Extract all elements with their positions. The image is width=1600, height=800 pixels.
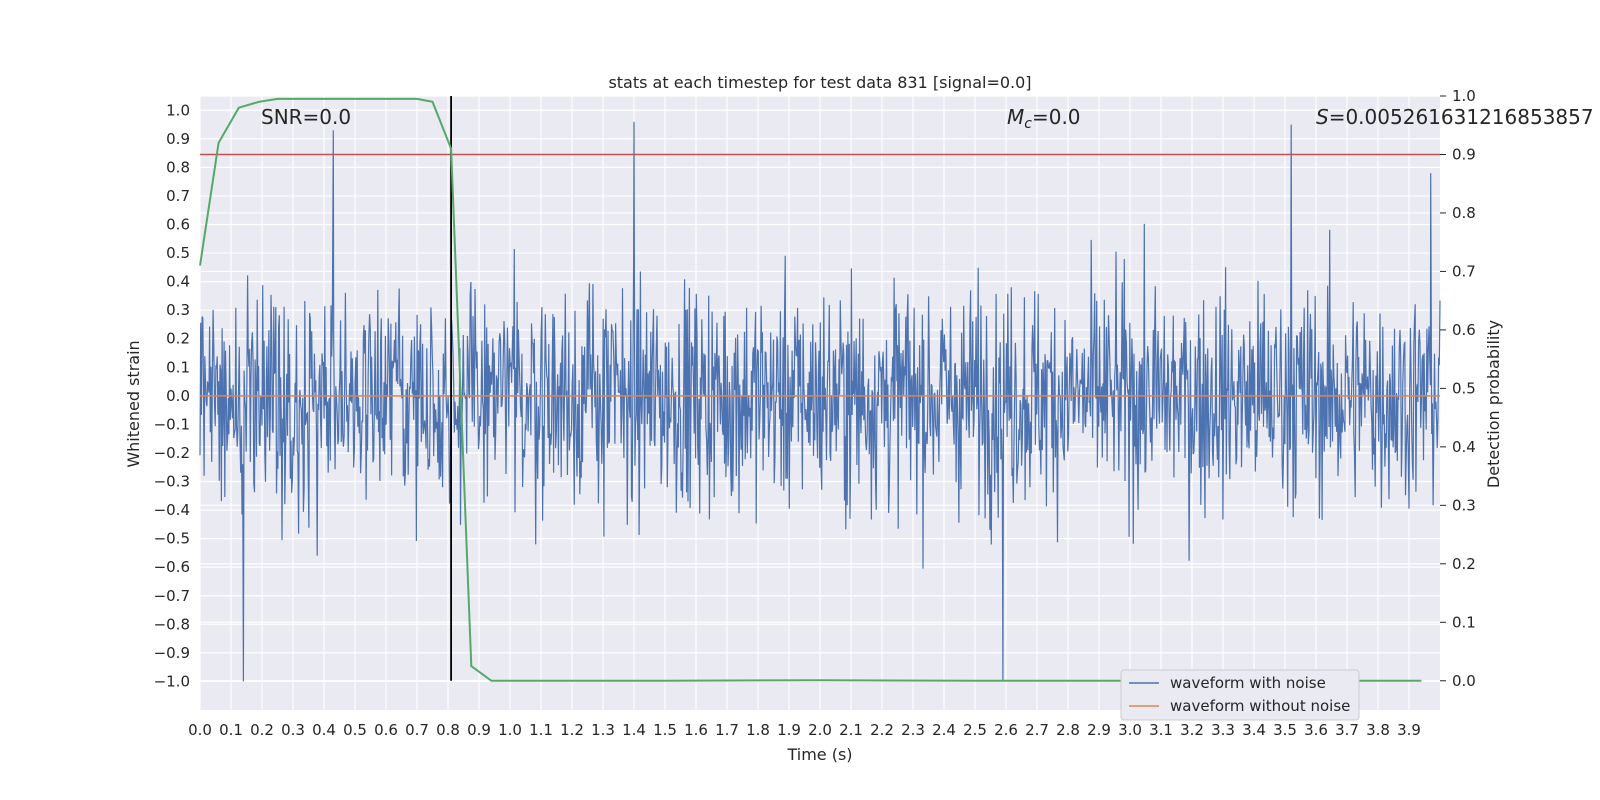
x-tick-label: 2.0 — [808, 721, 832, 739]
x-tick-label: 0.7 — [405, 721, 429, 739]
x-tick-label: 0.0 — [188, 721, 212, 739]
x-tick-label: 1.3 — [591, 721, 615, 739]
x-tick-label: 1.2 — [560, 721, 584, 739]
y-tick-label: −0.2 — [154, 444, 190, 462]
y2-tick-labels: 1.0 0.9 0.8 0.7 0.6 0.5 0.4 0.3 0.2 0.1 0.0 — [1440, 87, 1476, 690]
x-tick-label: 0.1 — [219, 721, 243, 739]
x-tick-label: 3.2 — [1180, 721, 1204, 739]
legend-label-noise: waveform with noise — [1170, 674, 1326, 692]
y-tick-label: −0.7 — [154, 587, 190, 605]
x-tick-label: 2.3 — [901, 721, 925, 739]
y-tick-label: 0.6 — [166, 216, 190, 234]
x-tick-label: 0.4 — [312, 721, 336, 739]
y2-tick-label: 0.3 — [1452, 496, 1476, 514]
x-tick-label: 1.5 — [653, 721, 677, 739]
x-tick-label: 3.8 — [1366, 721, 1390, 739]
y-tick-label: −0.6 — [154, 558, 190, 576]
y-tick-label: −0.4 — [154, 501, 190, 519]
y-tick-label: −1.0 — [154, 672, 190, 690]
y-tick-label: 0.5 — [166, 244, 190, 262]
y-tick-label: 0.1 — [166, 358, 190, 376]
x-tick-label: 2.8 — [1056, 721, 1080, 739]
y-tick-label: 0.8 — [166, 158, 190, 176]
x-tick-label: 0.6 — [374, 721, 398, 739]
x-tick-label: 2.1 — [839, 721, 863, 739]
x-tick-label: 1.6 — [684, 721, 708, 739]
chirp-mass-subscript: c — [1024, 116, 1032, 132]
x-tick-label: 0.2 — [250, 721, 274, 739]
x-axis-label: Time (s) — [786, 745, 852, 764]
x-tick-labels: 0.0 0.1 0.2 0.3 0.4 0.5 0.6 0.7 0.8 0.9 1.0 1.1 1.2 1… — [188, 721, 1421, 739]
chirp-mass-value: =0.0 — [1032, 105, 1081, 129]
y2-tick-label: 0.5 — [1452, 379, 1476, 397]
y-tick-label: −0.5 — [154, 530, 190, 548]
chirp-mass-annotation: Mc=0.0 — [1007, 105, 1081, 132]
legend-box — [1120, 669, 1360, 721]
s-value: =0.005261631216853857 — [1329, 105, 1594, 129]
x-tick-label: 3.6 — [1304, 721, 1328, 739]
x-tick-label: 3.3 — [1211, 721, 1235, 739]
x-tick-label: 1.1 — [529, 721, 553, 739]
y2-axis-label: Detection probability — [1484, 320, 1503, 488]
x-tick-label: 0.9 — [467, 721, 491, 739]
x-tick-label: 0.8 — [436, 721, 460, 739]
x-tick-label: 2.7 — [1025, 721, 1049, 739]
x-tick-label: 1.9 — [777, 721, 801, 739]
x-tick-label: 3.0 — [1118, 721, 1142, 739]
x-tick-label: 0.5 — [343, 721, 367, 739]
y2-tick-label: 1.0 — [1452, 87, 1476, 105]
chart-title: stats at each timestep for test data 831… — [608, 73, 1031, 92]
x-tick-label: 3.4 — [1242, 721, 1266, 739]
x-tick-label: 2.5 — [963, 721, 987, 739]
y2-tick-label: 0.0 — [1452, 672, 1476, 690]
s-symbol: S — [1316, 105, 1329, 129]
y2-tick-label: 0.7 — [1452, 262, 1476, 280]
y-tick-label: 0.4 — [166, 273, 190, 291]
x-tick-label: 0.3 — [281, 721, 305, 739]
series-waveform-with-noise — [199, 121, 1441, 682]
x-tick-label: 1.8 — [746, 721, 770, 739]
y-tick-label: −0.3 — [154, 473, 190, 491]
y2-tick-label: 0.6 — [1452, 321, 1476, 339]
y-tick-label: −0.1 — [154, 415, 190, 433]
x-tick-label: 3.5 — [1273, 721, 1297, 739]
y-tick-label: 0.2 — [166, 330, 190, 348]
legend-label-clean: waveform without noise — [1170, 697, 1350, 715]
s-annotation: S=0.005261631216853857 — [1316, 105, 1594, 129]
y2-tick-label: 0.2 — [1452, 555, 1476, 573]
x-tick-label: 3.9 — [1397, 721, 1421, 739]
x-tick-label: 1.7 — [715, 721, 739, 739]
x-tick-label: 1.0 — [498, 721, 522, 739]
y-tick-label: 0.9 — [166, 130, 190, 148]
snr-annotation: SNR=0.0 — [261, 105, 351, 129]
x-tick-label: 3.7 — [1335, 721, 1359, 739]
y2-tick-label: 0.1 — [1452, 613, 1476, 631]
y-tick-label: 1.0 — [166, 101, 190, 119]
y-tick-label: −0.9 — [154, 644, 190, 662]
x-tick-label: 2.4 — [932, 721, 956, 739]
noise-trace — [199, 121, 1441, 682]
chirp-mass-symbol: M — [1007, 105, 1024, 129]
x-tick-label: 1.4 — [622, 721, 646, 739]
y-axis-label: Whitened strain — [124, 340, 143, 467]
y-tick-label: 0.3 — [166, 301, 190, 319]
y2-tick-label: 0.9 — [1452, 145, 1476, 163]
x-tick-label: 3.1 — [1149, 721, 1173, 739]
y2-tick-label: 0.4 — [1452, 438, 1476, 456]
y2-tick-label: 0.8 — [1452, 204, 1476, 222]
series-detection-probability — [199, 97, 1422, 682]
x-tick-label: 2.6 — [994, 721, 1018, 739]
y-tick-label: −0.8 — [154, 615, 190, 633]
x-tick-label: 2.9 — [1087, 721, 1111, 739]
y-tick-labels: 1.0 0.9 0.8 0.7 0.6 0.5 0.4 0.3 0.2 0.1 0.0 −0.1 −0.… — [154, 101, 190, 690]
legend: waveform with noise waveform without noi… — [1120, 669, 1360, 721]
y-tick-label: 0.0 — [166, 387, 190, 405]
y-tick-label: 0.7 — [166, 187, 190, 205]
x-tick-label: 2.2 — [870, 721, 894, 739]
